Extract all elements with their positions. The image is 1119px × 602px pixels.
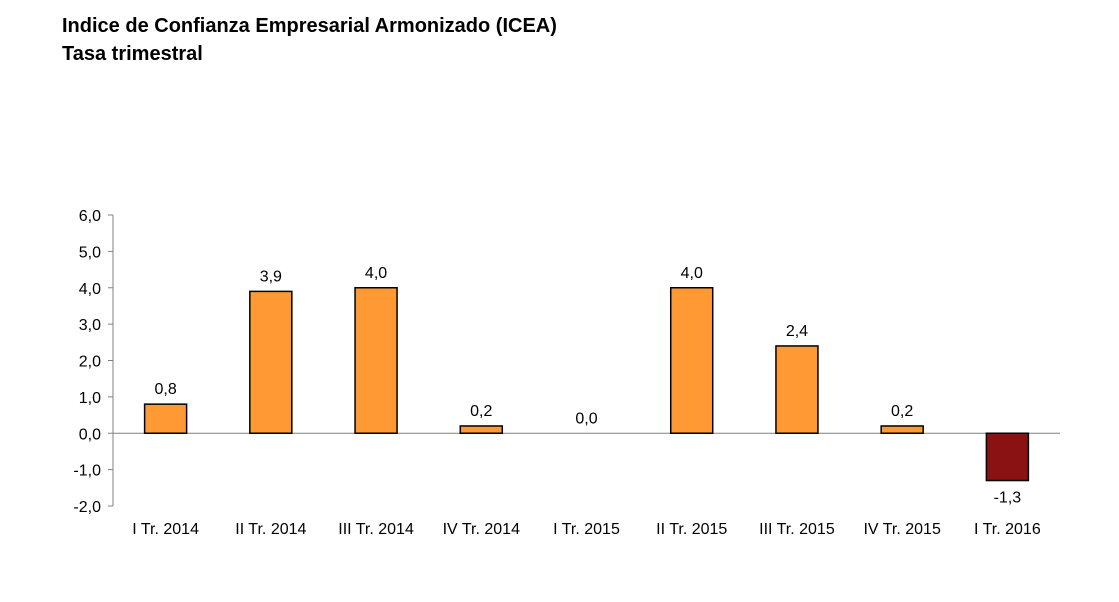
bar — [354, 287, 398, 434]
y-tick-label: -1,0 — [73, 463, 101, 480]
y-tick-label: 6,0 — [79, 208, 101, 225]
data-label: 0,2 — [470, 403, 492, 420]
x-tick-label: IV Tr. 2015 — [863, 521, 940, 538]
x-tick-label: I Tr. 2016 — [974, 521, 1041, 538]
x-tick-label: II Tr. 2015 — [656, 521, 727, 538]
y-tick-label: 4,0 — [79, 281, 101, 298]
x-tick-label: IV Tr. 2014 — [443, 521, 520, 538]
y-tick-label: 3,0 — [79, 317, 101, 334]
data-label: 3,9 — [260, 268, 282, 285]
chart-title: Indice de Confianza Empresarial Armoniza… — [62, 15, 557, 37]
data-label: 4,0 — [681, 265, 703, 282]
bar — [669, 287, 714, 434]
y-tick-label: -2,0 — [73, 499, 101, 516]
bar — [880, 425, 924, 435]
bar — [143, 403, 188, 434]
x-tick-label: I Tr. 2014 — [132, 521, 199, 538]
x-tick-label: I Tr. 2015 — [553, 521, 620, 538]
y-tick-label: 0,0 — [79, 426, 101, 443]
y-tick-label: 2,0 — [79, 354, 101, 371]
bar — [249, 290, 293, 435]
data-label: 0,0 — [575, 410, 597, 427]
data-label: 4,0 — [365, 265, 387, 282]
x-tick-label: III Tr. 2014 — [338, 521, 414, 538]
bar — [459, 425, 504, 435]
data-label: 2,4 — [786, 323, 808, 340]
x-tick-label: II Tr. 2014 — [235, 521, 306, 538]
y-tick-label: 1,0 — [79, 390, 101, 407]
bar — [775, 345, 819, 435]
bar — [985, 432, 1030, 482]
data-label: 0,8 — [154, 381, 176, 398]
y-tick-label: 5,0 — [79, 244, 101, 261]
data-label: 0,2 — [891, 403, 913, 420]
data-label: -1,3 — [994, 490, 1022, 507]
x-tick-label: III Tr. 2015 — [759, 521, 835, 538]
chart-subtitle: Tasa trimestral — [62, 43, 203, 65]
chart-title-block: Indice de Confianza Empresarial Armoniza… — [62, 12, 557, 68]
